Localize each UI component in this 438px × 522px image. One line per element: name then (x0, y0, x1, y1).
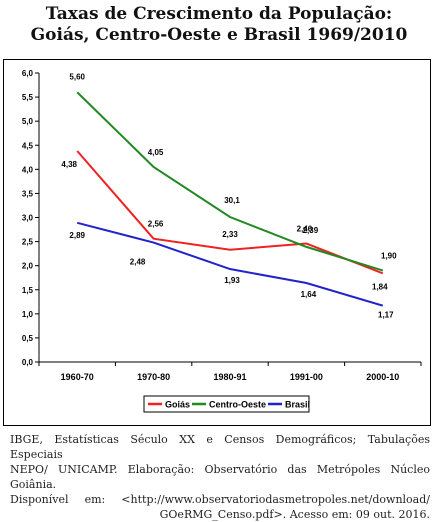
line-chart: 0,0 0,5 1,0 1,5 2,0 2,5 3,0 3,5 4,0 4,5 5,0 5,5 6,0 1… (22, 69, 422, 413)
y-tick-label: 3,5 (22, 189, 34, 198)
series-line-goiás (76, 150, 384, 275)
y-tick-label: 5,5 (22, 93, 34, 102)
x-tick-label: 1980-91 (213, 372, 246, 382)
y-tick-label: 2,0 (22, 262, 34, 271)
y-tick-label: 0,5 (22, 334, 34, 343)
data-label: 2,33 (222, 230, 238, 239)
source-note: IBGE, Estatísticas Século XX e Censos De… (10, 432, 430, 522)
x-tick-label: 2000-10 (366, 372, 399, 382)
data-label: 1,84 (372, 282, 388, 291)
series-line-centro-oeste (76, 91, 384, 272)
data-label: 2,46 (297, 225, 313, 234)
data-label: 4,05 (148, 148, 164, 157)
title-line-2: Goiás, Centro-Oeste e Brasil 1969/2010 (30, 25, 408, 45)
data-label: 5,60 (69, 72, 85, 81)
x-tick-label: 1960-70 (61, 372, 94, 382)
source-line-1: IBGE, Estatísticas Século XX e Censos De… (10, 433, 430, 461)
data-label: 4,38 (61, 160, 77, 169)
data-label: 1,93 (224, 276, 240, 285)
y-tick-label: 6,0 (22, 69, 34, 78)
x-tick-label: 1970-80 (137, 372, 170, 382)
data-label: 1,64 (301, 290, 317, 299)
chart-title: Taxas de Crescimento da População: Goiás… (0, 4, 438, 46)
y-tick-label: 5,0 (22, 117, 34, 126)
source-line-4: GOeRMG_Censo.pdf>. Acesso em: 09 out. 20… (159, 508, 430, 521)
y-tick-label: 2,5 (22, 238, 34, 247)
y-tick-label: 4,0 (22, 165, 34, 174)
source-line-3: Disponível em: <http://www.observatoriod… (10, 493, 430, 506)
data-label: 30,1 (224, 196, 240, 205)
data-label: 1,17 (378, 311, 394, 320)
y-tick-label: 1,5 (22, 286, 34, 295)
x-tick-label: 1991-00 (290, 372, 323, 382)
legend-label: Centro-Oeste (209, 400, 266, 410)
data-label: 2,39 (303, 226, 319, 235)
source-line-2: NEPO/ UNICAMP. Elaboração: Observatório … (10, 463, 430, 491)
chart-frame: 0,0 0,5 1,0 1,5 2,0 2,5 3,0 3,5 4,0 4,5 5,0 5,5 6,0 1… (3, 59, 431, 426)
title-line-1: Taxas de Crescimento da População: (45, 4, 393, 24)
legend-label: Brasil (285, 400, 310, 410)
data-label: 2,48 (130, 258, 146, 267)
data-label: 2,56 (148, 220, 164, 229)
y-tick-label: 3,0 (22, 214, 34, 223)
y-tick-label: 1,0 (22, 310, 34, 319)
legend-box (143, 395, 310, 413)
legend-label: Goiás (165, 400, 190, 410)
data-label: 2,89 (69, 231, 85, 240)
series-line-brasil (76, 221, 384, 307)
y-tick-label: 0,0 (22, 358, 34, 367)
data-label: 1,90 (381, 251, 397, 260)
y-tick-label: 4,5 (22, 141, 34, 150)
